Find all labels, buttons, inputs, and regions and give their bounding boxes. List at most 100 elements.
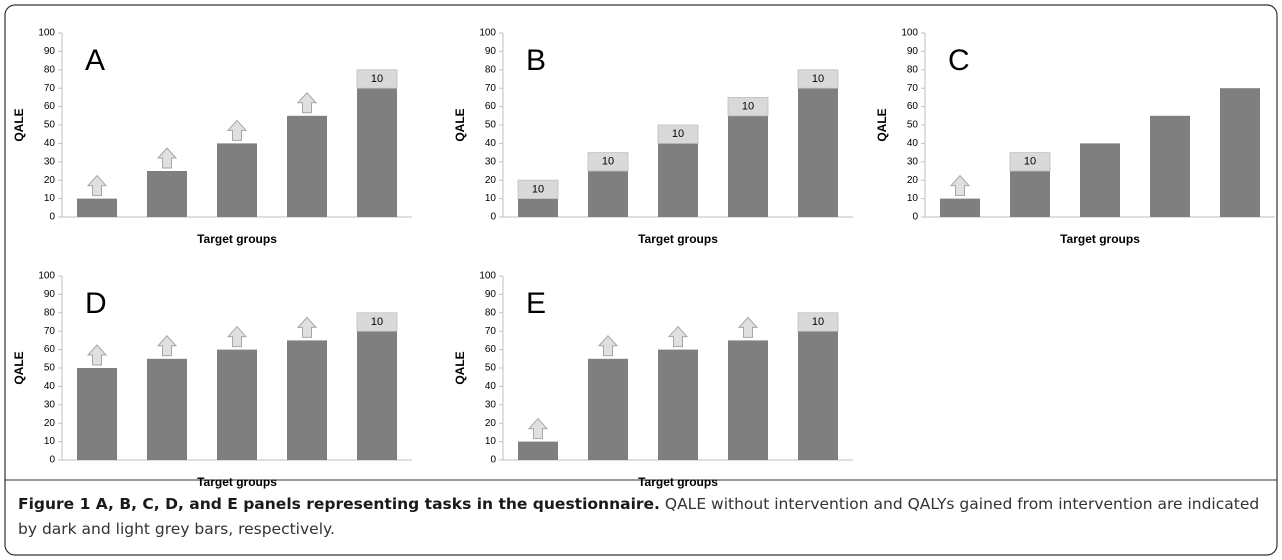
bar [518, 198, 558, 217]
y-axis-label: QALE [453, 108, 467, 141]
bar [217, 143, 257, 217]
frame [4, 4, 1278, 556]
y-tick-label: 20 [44, 418, 56, 429]
arrow [667, 325, 689, 348]
bar [658, 143, 698, 217]
y-tick-label: 80 [44, 307, 56, 318]
y-tick-label: 50 [485, 363, 497, 374]
y-tick-label: 70 [44, 326, 56, 337]
y-tick-label: 0 [912, 212, 918, 223]
arrow [737, 316, 759, 338]
value-label: 10 [672, 128, 684, 140]
y-tick-label: 90 [907, 46, 919, 57]
y-tick-label: 80 [907, 64, 919, 75]
gain-bar [727, 97, 769, 117]
y-axis-label: QALE [12, 108, 26, 141]
y-tick-label: 10 [485, 436, 497, 447]
y-tick-label: 80 [485, 307, 497, 318]
arrow [156, 147, 178, 169]
gain-bar [797, 69, 839, 89]
y-tick-label: 30 [44, 156, 56, 167]
y-tick-label: 10 [485, 193, 497, 204]
bar [77, 368, 117, 460]
caption: Figure 1 A, B, C, D, and E panels repres… [18, 492, 1263, 542]
y-tick-label: 90 [485, 46, 497, 57]
arrow [86, 174, 108, 197]
panel-label: E [526, 287, 546, 320]
y-tick-label: 40 [485, 138, 497, 149]
y-tick-label: 90 [485, 289, 497, 300]
y-tick-label: 70 [485, 83, 497, 94]
value-label: 10 [602, 156, 614, 168]
y-tick-label: 100 [38, 271, 55, 282]
value-label: 10 [371, 73, 383, 85]
y-tick-label: 50 [485, 120, 497, 131]
y-tick-label: 60 [44, 344, 56, 355]
x-axis-label: Target groups [638, 475, 718, 489]
y-tick-label: 100 [479, 28, 496, 39]
y-tick-label: 100 [479, 271, 496, 282]
y-tick-label: 50 [907, 120, 919, 131]
bar [658, 349, 698, 460]
y-tick-label: 0 [49, 455, 55, 466]
y-tick-label: 20 [44, 175, 56, 186]
y-tick-label: 90 [44, 289, 56, 300]
y-tick-label: 60 [44, 101, 56, 112]
y-tick-label: 60 [485, 344, 497, 355]
y-tick-label: 70 [44, 83, 56, 94]
value-label: 10 [1024, 156, 1036, 168]
gain-bar [517, 179, 559, 199]
bar [798, 88, 838, 217]
arrow [156, 335, 178, 357]
gain-bar [356, 69, 398, 89]
y-tick-label: 40 [907, 138, 919, 149]
y-tick-label: 70 [485, 326, 497, 337]
value-label: 10 [532, 183, 544, 195]
gain-bar [1009, 152, 1051, 172]
value-label: 10 [812, 73, 824, 85]
y-tick-label: 30 [485, 399, 497, 410]
x-axis-label: Target groups [1060, 232, 1140, 246]
y-tick-label: 80 [485, 64, 497, 75]
y-tick-label: 50 [44, 120, 56, 131]
panel-label: C [948, 44, 970, 77]
arrow [527, 417, 549, 440]
y-tick-label: 30 [907, 156, 919, 167]
arrow [597, 335, 619, 357]
bar [217, 349, 257, 460]
y-tick-label: 0 [490, 212, 496, 223]
value-label: 10 [742, 101, 754, 113]
y-tick-label: 90 [44, 46, 56, 57]
bar [728, 115, 768, 217]
arrow [296, 92, 318, 114]
bar [940, 198, 980, 217]
bar [588, 171, 628, 217]
y-tick-label: 60 [485, 101, 497, 112]
y-axis-label: QALE [453, 351, 467, 384]
bar [1010, 171, 1050, 217]
gain-bar [657, 124, 699, 144]
gain-bar [587, 152, 629, 172]
y-tick-label: 20 [907, 175, 919, 186]
x-axis-label: Target groups [197, 475, 277, 489]
y-axis-label: QALE [875, 108, 889, 141]
bar [77, 198, 117, 217]
bar [798, 331, 838, 460]
bar [357, 88, 397, 217]
y-tick-label: 10 [44, 436, 56, 447]
y-tick-label: 100 [38, 28, 55, 39]
gain-bar [797, 312, 839, 332]
y-tick-label: 30 [485, 156, 497, 167]
y-tick-label: 70 [907, 83, 919, 94]
y-tick-label: 50 [44, 363, 56, 374]
x-axis-label: Target groups [197, 232, 277, 246]
y-tick-label: 0 [49, 212, 55, 223]
caption-text: QALE without intervention and QALYs gain… [18, 495, 1260, 538]
bar [147, 358, 187, 460]
bar [287, 340, 327, 460]
y-tick-label: 60 [907, 101, 919, 112]
y-tick-label: 80 [44, 64, 56, 75]
bar [518, 441, 558, 460]
